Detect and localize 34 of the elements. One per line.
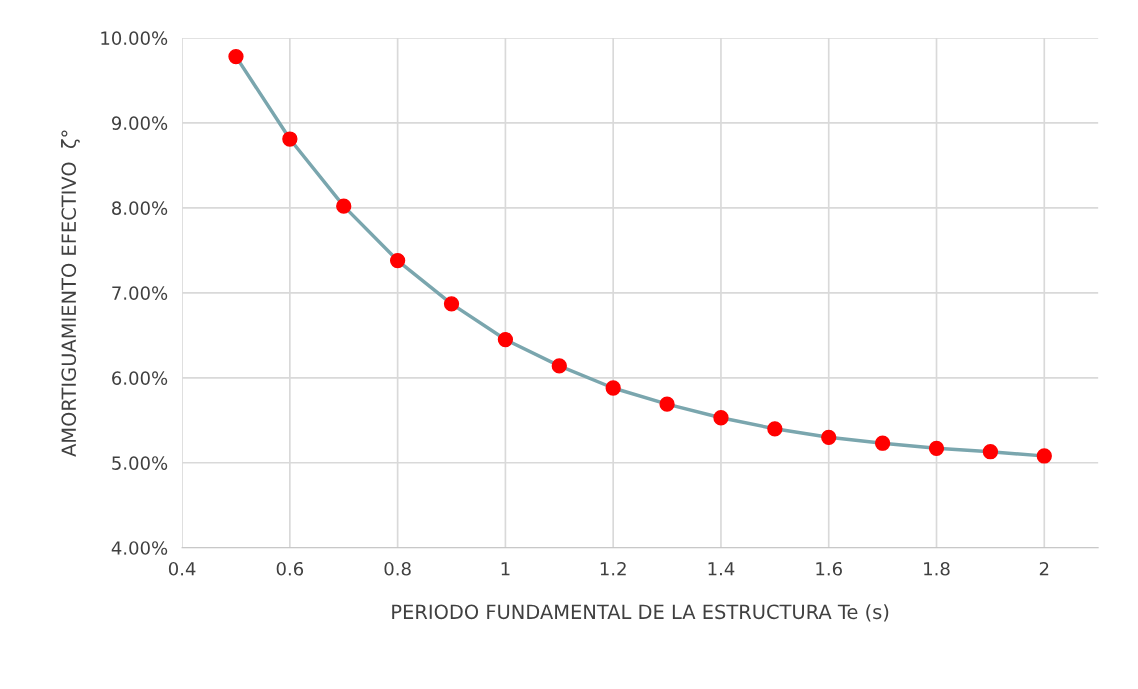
point — [497, 331, 514, 348]
x-tick-label: 2 — [1039, 561, 1049, 576]
point — [821, 429, 837, 445]
point — [336, 198, 352, 214]
point — [713, 410, 729, 426]
y-tick-label: 10.00% — [101, 31, 168, 46]
y-tick-label: 8.00% — [112, 201, 168, 215]
x-axis-title: PERIODO FUNDAMENTAL DE LA ESTRUCTURA Te (s) — [392, 604, 889, 622]
y-tick-label: 4.00% — [111, 541, 168, 555]
point — [228, 48, 244, 65]
x-tick-label: 1 — [501, 562, 510, 576]
point — [389, 252, 406, 269]
point — [551, 358, 567, 374]
point — [982, 444, 999, 460]
point — [767, 421, 783, 437]
x-tick-label: 0.4 — [168, 561, 196, 576]
point — [928, 440, 945, 456]
x-tick-label: 1.4 — [708, 562, 735, 576]
x-tick-label: 1.2 — [600, 561, 626, 576]
y-tick-label: 6.00% — [112, 371, 168, 385]
x-tick-label: 1.6 — [816, 561, 842, 576]
x-tick-label: 0.8 — [384, 561, 411, 576]
point — [659, 396, 675, 412]
y-tick-label: 7.00% — [112, 286, 168, 300]
point — [443, 296, 460, 312]
point — [874, 435, 891, 451]
y-axis-title: AMORTIGUAMIENTO EFECTIVO ζ° — [61, 130, 80, 457]
x-tick-label: 0.6 — [276, 561, 304, 576]
point — [605, 380, 621, 396]
point — [282, 131, 298, 147]
point — [1036, 448, 1052, 464]
y-tick-label: 9.00% — [111, 116, 168, 130]
y-tick-label: 5.00% — [112, 456, 168, 470]
x-tick-label: 1.8 — [924, 561, 950, 576]
